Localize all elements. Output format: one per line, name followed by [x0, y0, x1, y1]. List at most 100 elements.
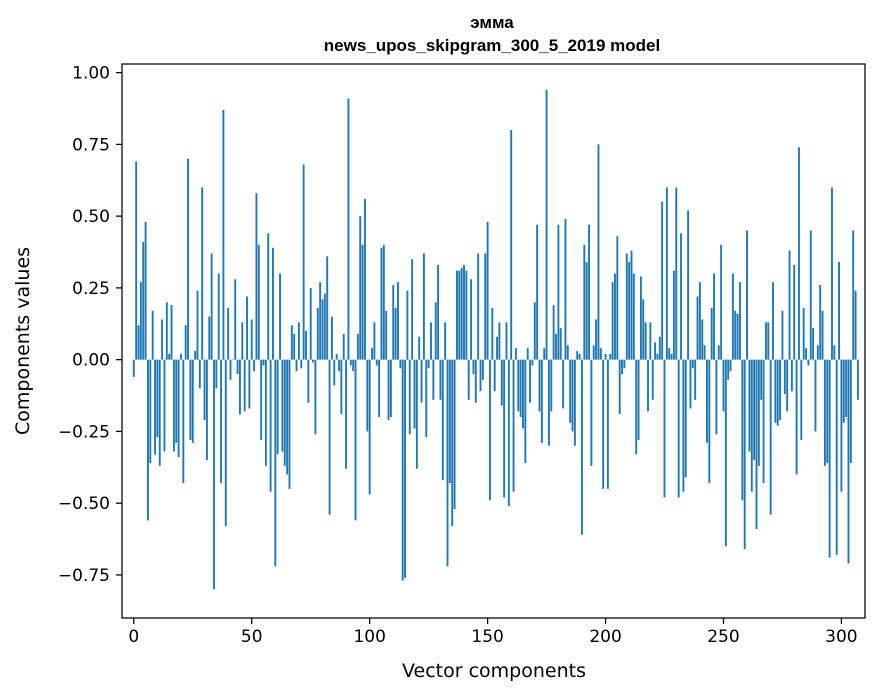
bar [253, 359, 256, 372]
bar [526, 348, 529, 360]
bar [767, 322, 770, 360]
bar [748, 359, 751, 452]
bar [347, 98, 350, 360]
bar [269, 359, 272, 492]
bar [333, 359, 336, 386]
bar [547, 359, 550, 446]
bar [453, 359, 456, 509]
bar [592, 345, 595, 360]
bar [283, 359, 286, 466]
bar [668, 348, 671, 360]
x-tick-label: 250 [707, 627, 739, 647]
bar [503, 359, 506, 498]
bar [630, 250, 633, 360]
bar [651, 359, 654, 400]
bar [750, 359, 753, 492]
bar [264, 359, 267, 466]
bar [842, 359, 845, 423]
bar [276, 359, 279, 455]
bar [845, 359, 848, 418]
bar [406, 290, 409, 360]
bar [321, 299, 324, 360]
y-tick-label: −0.25 [58, 422, 110, 442]
bar [802, 307, 805, 360]
bar [437, 264, 440, 360]
bar [741, 359, 744, 501]
bar [286, 359, 289, 475]
bar [139, 282, 142, 360]
bar [847, 359, 850, 564]
bar [418, 336, 421, 360]
bar [616, 236, 619, 360]
bar [234, 279, 237, 360]
bar [330, 316, 333, 360]
bar [439, 359, 442, 400]
bar [425, 359, 428, 438]
bar [231, 359, 234, 361]
bar [684, 359, 687, 478]
bar [366, 359, 369, 432]
bar [434, 302, 437, 360]
bar [536, 224, 539, 360]
bar [564, 219, 567, 360]
bar [472, 359, 475, 375]
bar [465, 270, 468, 360]
bar [821, 310, 824, 360]
bar [628, 262, 631, 360]
bar [257, 244, 260, 360]
bar [687, 210, 690, 360]
bar [790, 359, 793, 392]
bar [354, 359, 357, 521]
bar [814, 359, 817, 432]
bar [448, 359, 451, 484]
bar [246, 296, 248, 360]
bar [675, 187, 678, 360]
bar [172, 359, 175, 452]
bar [382, 244, 385, 360]
bar [557, 224, 560, 360]
bar [441, 359, 444, 481]
bar [305, 330, 307, 360]
bar [297, 322, 300, 360]
bar [458, 270, 461, 360]
bar [555, 333, 557, 360]
bar [213, 359, 215, 590]
bar [411, 259, 414, 360]
bar [786, 359, 789, 412]
bar [184, 325, 187, 360]
bar [467, 359, 470, 400]
bar [210, 253, 213, 360]
bar [432, 359, 435, 400]
bar [481, 359, 484, 380]
bar [746, 230, 749, 360]
bar [151, 310, 154, 360]
bar [248, 359, 251, 409]
bar [460, 267, 463, 360]
bar [415, 359, 418, 469]
bar [807, 359, 810, 366]
y-tick-label: 0.75 [72, 135, 110, 155]
bar [189, 359, 192, 441]
bar [656, 353, 659, 360]
bar [762, 359, 765, 484]
bar [149, 359, 152, 463]
x-tick-label: 50 [241, 627, 263, 647]
bar [451, 359, 454, 527]
x-axis-label: Vector components [402, 660, 586, 682]
bar [654, 342, 657, 360]
bar [517, 359, 520, 412]
bar [175, 359, 178, 443]
bar [345, 359, 348, 469]
chart-title: эмма [470, 13, 514, 32]
bar [552, 305, 555, 360]
bar [236, 359, 239, 375]
bar [312, 359, 315, 363]
bar [378, 359, 381, 418]
bar [323, 293, 326, 360]
bar [831, 187, 833, 360]
bar [545, 89, 548, 360]
bar [599, 348, 602, 360]
bar [621, 359, 623, 375]
bar [569, 359, 572, 423]
bar [835, 359, 838, 555]
